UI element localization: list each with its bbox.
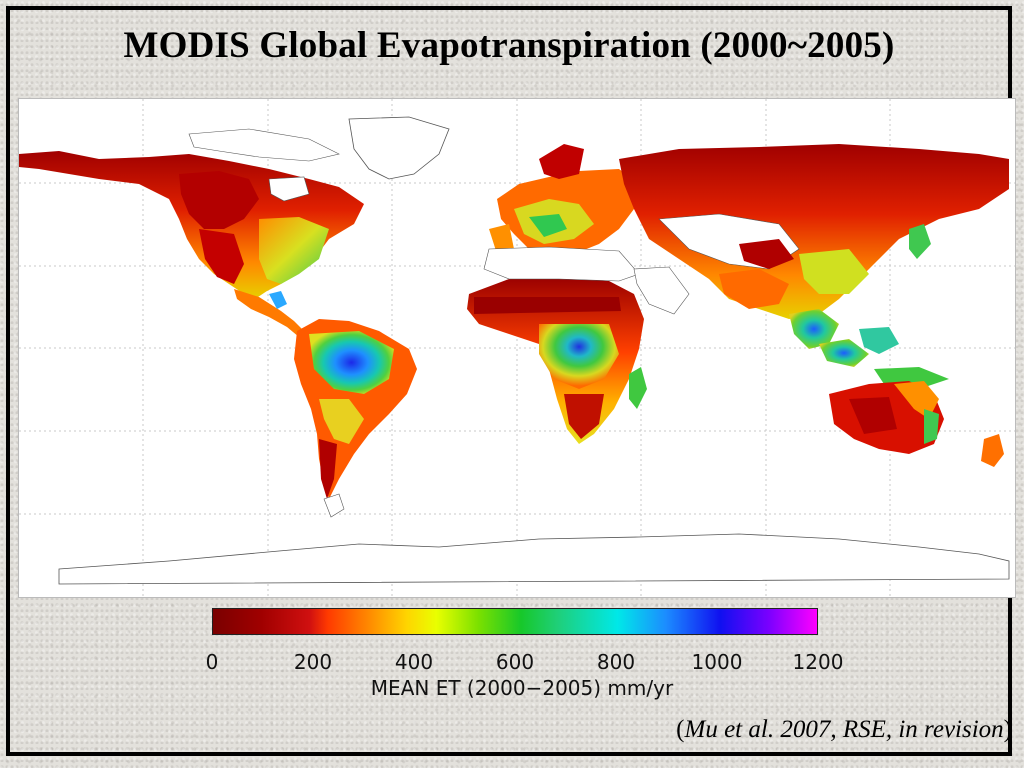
north-america bbox=[19, 128, 364, 337]
colorbar-tick: 600 bbox=[495, 650, 535, 674]
colorbar bbox=[212, 608, 818, 635]
map-canvas bbox=[19, 99, 1015, 597]
antarctica bbox=[58, 533, 1010, 585]
world-et-map bbox=[18, 98, 1016, 598]
south-america bbox=[294, 319, 417, 518]
colorbar-tick: 1000 bbox=[691, 650, 743, 674]
citation-close: ) bbox=[1003, 716, 1012, 743]
colorbar-label: MEAN ET (2000−2005) mm/yr bbox=[370, 676, 674, 700]
slide-title: MODIS Global Evapotranspiration (2000~20… bbox=[123, 25, 895, 66]
colorbar-tick: 1200 bbox=[792, 650, 844, 674]
africa bbox=[467, 246, 647, 444]
colorbar-tick: 400 bbox=[394, 650, 434, 674]
colorbar-tick: 0 bbox=[205, 650, 219, 674]
citation-text: Mu et al. 2007, RSE, in revision bbox=[684, 716, 1004, 743]
colorbar-tick: 800 bbox=[596, 650, 636, 674]
greenland bbox=[348, 116, 450, 180]
citation: (Mu et al. 2007, RSE, in revision) bbox=[676, 716, 1012, 744]
citation-open: ( bbox=[676, 716, 685, 743]
europe bbox=[489, 144, 639, 259]
asia bbox=[619, 144, 1009, 389]
colorbar-tick: 200 bbox=[293, 650, 333, 674]
australia bbox=[829, 381, 1004, 467]
